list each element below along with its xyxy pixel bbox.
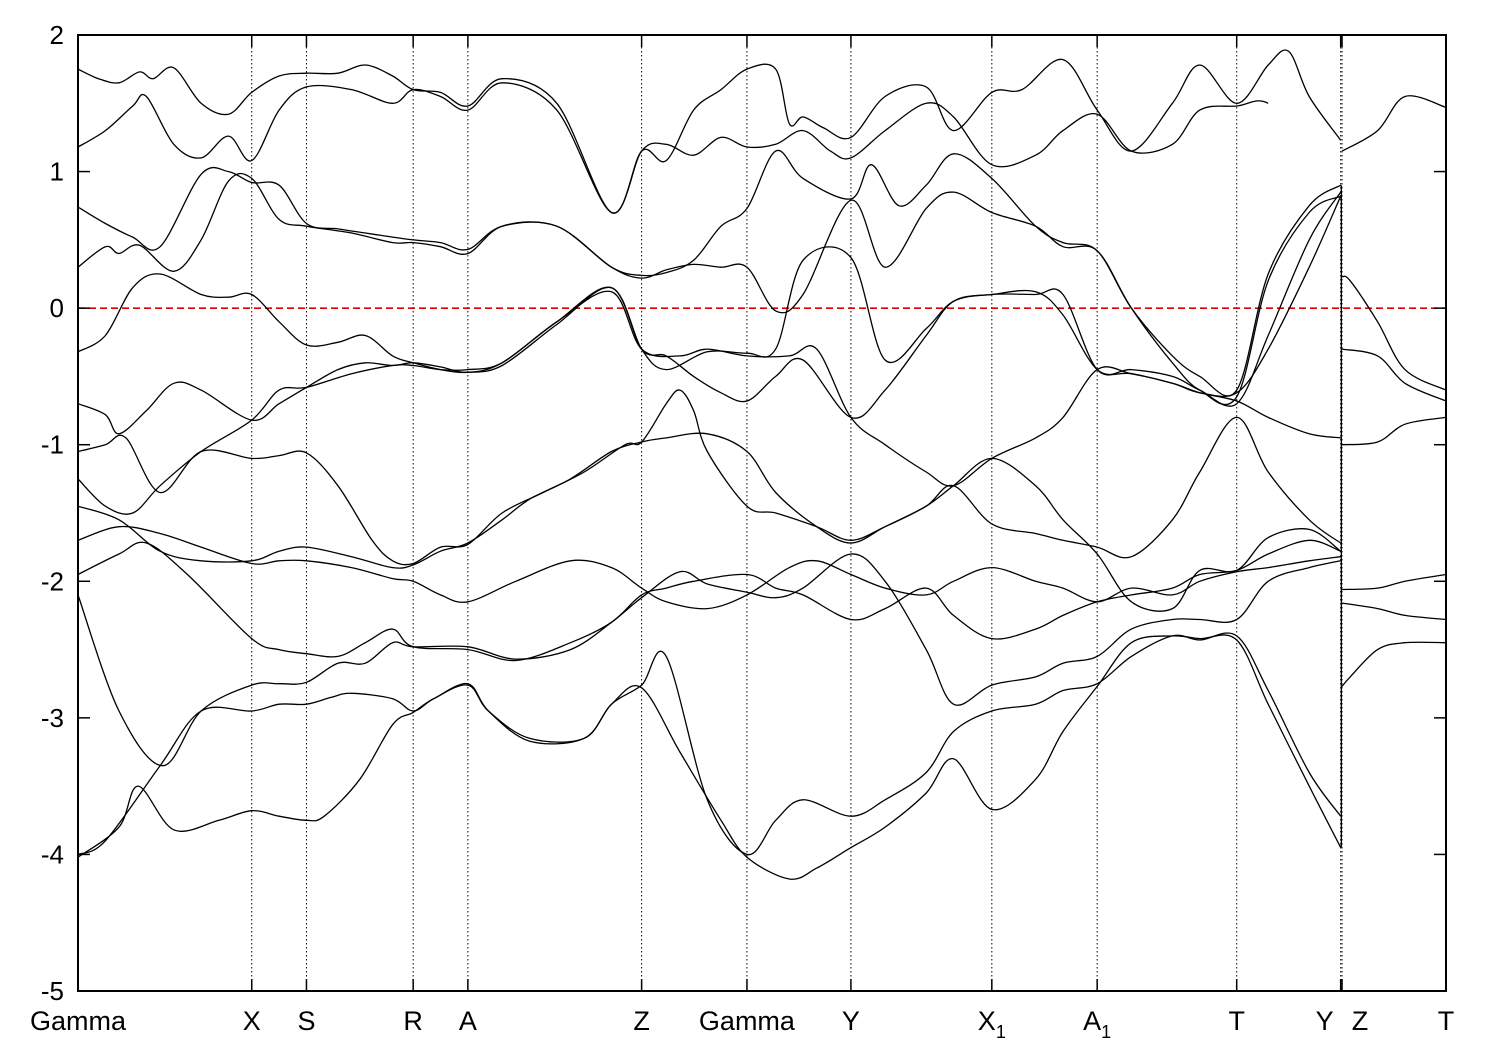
band-line-7 — [77, 290, 1341, 515]
kpoint-label-11: Y — [1316, 1006, 1334, 1036]
band-line-17 — [1341, 416, 1447, 446]
band-line-5 — [77, 432, 1342, 612]
band-line-11 — [77, 149, 1342, 397]
ytick-label-2: 0 — [50, 293, 64, 323]
kpoint-label-12: Z — [1352, 1006, 1369, 1036]
kpoint-label-7: Y — [842, 1006, 860, 1036]
ytick-label-4: -2 — [41, 566, 64, 596]
ytick-label-7: -5 — [41, 976, 64, 1006]
kpoint-label-subscript-9: 1 — [1101, 1022, 1111, 1042]
band-line-0 — [77, 634, 1342, 880]
band-line-19 — [1341, 275, 1447, 391]
band-line-4 — [77, 525, 1341, 610]
band-line-6 — [77, 389, 1342, 566]
ytick-label-1: 1 — [50, 157, 64, 187]
band-line-8 — [77, 195, 1342, 435]
kpoint-label-0: Gamma — [30, 1006, 127, 1036]
kpoint-label-subscript-8: 1 — [996, 1022, 1006, 1042]
band-layer — [77, 49, 1447, 880]
kpoint-label-5: Z — [633, 1006, 650, 1036]
kpoint-label-13: T — [1438, 1006, 1455, 1036]
kpoint-label-3: R — [403, 1006, 423, 1036]
kpoint-label-10: T — [1228, 1006, 1245, 1036]
frame-layer — [77, 34, 1447, 992]
kpoint-label-8: X1 — [978, 1006, 1006, 1042]
band-line-1 — [77, 632, 1342, 856]
band-line-13 — [77, 49, 1342, 214]
band-line-14 — [1341, 641, 1447, 687]
kpoint-label-6: Gamma — [699, 1006, 796, 1036]
band-line-18 — [1341, 348, 1447, 402]
band-line-15 — [1341, 602, 1447, 621]
kpoint-label-4: A — [459, 1006, 477, 1036]
kpoint-label-9: A1 — [1083, 1006, 1111, 1042]
kpoint-label-1: X — [243, 1006, 261, 1036]
band-line-12 — [77, 82, 1269, 214]
grid-layer — [251, 35, 1343, 991]
ytick-label-0: 2 — [50, 20, 64, 50]
ytick-label-5: -3 — [41, 703, 64, 733]
ytick-label-6: -4 — [41, 839, 64, 869]
band-line-3 — [77, 539, 1341, 662]
band-line-10 — [77, 172, 1341, 405]
band-line-20 — [1341, 95, 1447, 152]
kpoint-label-2: S — [297, 1006, 315, 1036]
plot-frame — [77, 34, 1447, 992]
ytick-label-3: -1 — [41, 430, 64, 460]
band-line-9 — [77, 191, 1342, 407]
band-line-16 — [1341, 573, 1447, 591]
band-line-2 — [77, 553, 1341, 767]
